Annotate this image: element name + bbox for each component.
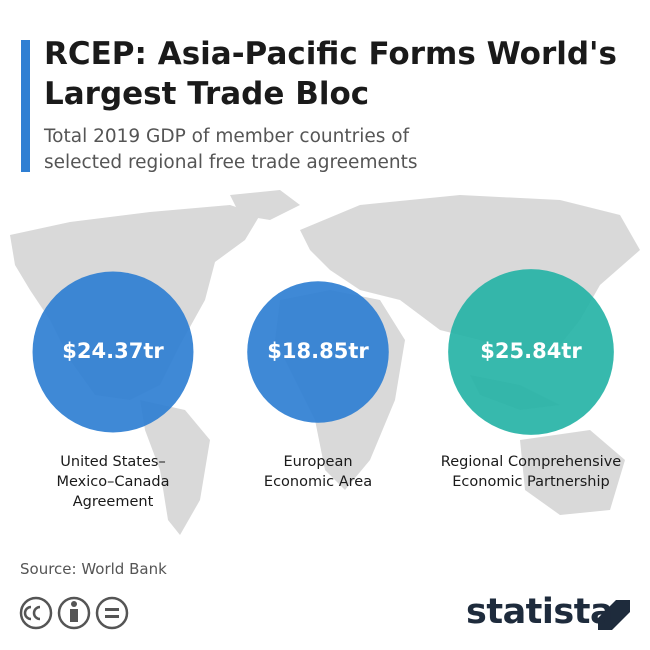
title: RCEP: Asia-Pacific Forms World's Largest… xyxy=(44,36,618,112)
bubble xyxy=(448,269,614,435)
category-label: Regional Comprehensive Economic Partners… xyxy=(440,454,622,490)
bubble xyxy=(32,271,194,433)
category-label: United States–Mexico–Canada Agreement xyxy=(56,454,170,510)
source: Source: World Bank xyxy=(20,560,167,578)
category-label: European Economic Area xyxy=(263,454,373,490)
accent-bar xyxy=(21,40,30,172)
subtitle: Total 2019 GDP of member countries of se… xyxy=(44,126,418,173)
value-label: $24.37tr xyxy=(62,339,164,363)
brand-logo: statista xyxy=(466,592,614,632)
bubble xyxy=(247,281,389,423)
value-label: $25.84tr xyxy=(480,339,582,363)
value-label: $18.85tr xyxy=(267,339,369,363)
